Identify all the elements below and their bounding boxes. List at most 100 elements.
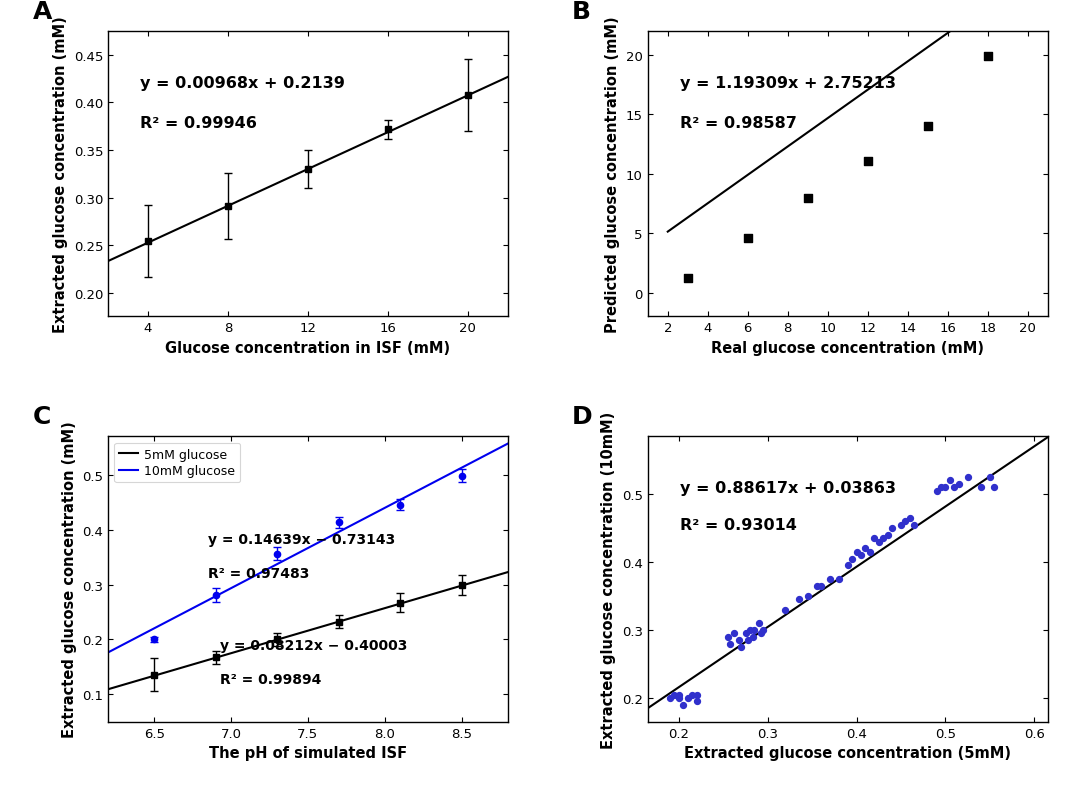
- Point: [982, 471, 999, 484]
- Point: [726, 627, 743, 640]
- Point: [852, 549, 869, 562]
- Text: B: B: [572, 0, 591, 24]
- 5mM glucose: [208, 654, 221, 663]
- Point: [741, 624, 758, 637]
- Text: y = 0.14639x − 0.73143: y = 0.14639x − 0.73143: [208, 533, 395, 546]
- Point: [746, 624, 764, 637]
- Point: [752, 627, 769, 640]
- Point: [928, 484, 945, 497]
- Point: [679, 273, 697, 286]
- Legend: 5mM glucose, 10mM glucose: 5mM glucose, 10mM glucose: [114, 443, 240, 483]
- Line: 10mM glucose: 10mM glucose: [108, 444, 508, 653]
- Text: C: C: [32, 405, 51, 429]
- Point: [986, 481, 1003, 494]
- Y-axis label: Extracted glucose concentration (10mM): Extracted glucose concentration (10mM): [602, 411, 617, 747]
- Point: [843, 553, 861, 565]
- Point: [751, 617, 768, 630]
- 10mM glucose: [125, 635, 138, 645]
- 10mM glucose: [501, 439, 514, 449]
- Point: [906, 519, 923, 532]
- Y-axis label: Extracted glucose concentration (mM): Extracted glucose concentration (mM): [62, 421, 77, 738]
- Point: [721, 638, 739, 650]
- Point: [812, 580, 829, 593]
- Point: [675, 699, 692, 711]
- Text: D: D: [572, 405, 593, 429]
- Point: [791, 593, 808, 606]
- Point: [679, 691, 697, 704]
- Point: [799, 589, 816, 602]
- Text: R² = 0.99946: R² = 0.99946: [140, 115, 257, 131]
- Point: [739, 233, 756, 245]
- Point: [671, 688, 688, 701]
- Point: [856, 542, 874, 555]
- Point: [731, 634, 748, 646]
- Point: [777, 603, 794, 616]
- Text: y = 0.00968x + 0.2139: y = 0.00968x + 0.2139: [140, 76, 345, 91]
- 10mM glucose: [118, 639, 131, 649]
- Point: [661, 691, 678, 704]
- 5mM glucose: [125, 678, 138, 687]
- X-axis label: Extracted glucose concentration (5mM): Extracted glucose concentration (5mM): [685, 745, 1011, 760]
- Point: [861, 545, 878, 558]
- 5mM glucose: [176, 662, 189, 672]
- 5mM glucose: [102, 685, 114, 695]
- Point: [875, 533, 892, 545]
- Point: [959, 471, 976, 484]
- Point: [950, 478, 968, 491]
- Point: [688, 688, 705, 701]
- Text: A: A: [32, 0, 52, 24]
- Point: [755, 624, 772, 637]
- Text: R² = 0.98587: R² = 0.98587: [679, 115, 797, 131]
- Point: [946, 481, 963, 494]
- Point: [740, 634, 757, 646]
- Point: [870, 536, 888, 549]
- Point: [744, 630, 761, 643]
- Point: [866, 533, 883, 545]
- 10mM glucose: [208, 592, 221, 602]
- X-axis label: Glucose concentration in ISF (mM): Glucose concentration in ISF (mM): [165, 341, 450, 355]
- Point: [821, 573, 838, 585]
- Point: [848, 545, 865, 558]
- Point: [919, 120, 936, 133]
- Point: [896, 515, 914, 528]
- Point: [942, 475, 959, 488]
- Point: [883, 522, 901, 535]
- Point: [671, 691, 688, 704]
- Point: [892, 519, 909, 532]
- 5mM glucose: [482, 573, 495, 583]
- Point: [972, 481, 989, 494]
- Point: [901, 512, 918, 525]
- Point: [799, 192, 816, 205]
- 10mM glucose: [482, 450, 495, 460]
- Line: 5mM glucose: 5mM glucose: [108, 573, 508, 690]
- 5mM glucose: [118, 680, 131, 690]
- Text: y = 1.19309x + 2.75213: y = 1.19309x + 2.75213: [679, 76, 895, 91]
- Point: [684, 688, 701, 701]
- Point: [732, 641, 750, 654]
- Point: [936, 481, 954, 494]
- Text: y = 0.88617x + 0.03863: y = 0.88617x + 0.03863: [679, 480, 895, 496]
- 10mM glucose: [102, 648, 114, 658]
- Text: R² = 0.93014: R² = 0.93014: [679, 517, 797, 533]
- 10mM glucose: [468, 457, 481, 467]
- Point: [978, 51, 996, 63]
- Text: y = 0.08212x − 0.40003: y = 0.08212x − 0.40003: [220, 638, 407, 652]
- 5mM glucose: [468, 577, 481, 587]
- 5mM glucose: [501, 568, 514, 577]
- Point: [831, 573, 848, 585]
- Y-axis label: Extracted glucose concentration (mM): Extracted glucose concentration (mM): [53, 16, 68, 333]
- Text: R² = 0.97483: R² = 0.97483: [208, 566, 309, 581]
- Point: [688, 695, 705, 708]
- Point: [719, 630, 737, 643]
- Y-axis label: Predicted glucose concentration (mM): Predicted glucose concentration (mM): [606, 17, 620, 333]
- X-axis label: Real glucose concentration (mM): Real glucose concentration (mM): [712, 341, 984, 355]
- Point: [932, 481, 949, 494]
- X-axis label: The pH of simulated ISF: The pH of simulated ISF: [208, 745, 407, 760]
- Point: [665, 688, 683, 701]
- Point: [839, 559, 856, 572]
- Point: [737, 627, 754, 640]
- Point: [808, 580, 825, 593]
- 10mM glucose: [176, 609, 189, 618]
- Point: [879, 529, 896, 541]
- Text: R² = 0.99894: R² = 0.99894: [220, 672, 322, 686]
